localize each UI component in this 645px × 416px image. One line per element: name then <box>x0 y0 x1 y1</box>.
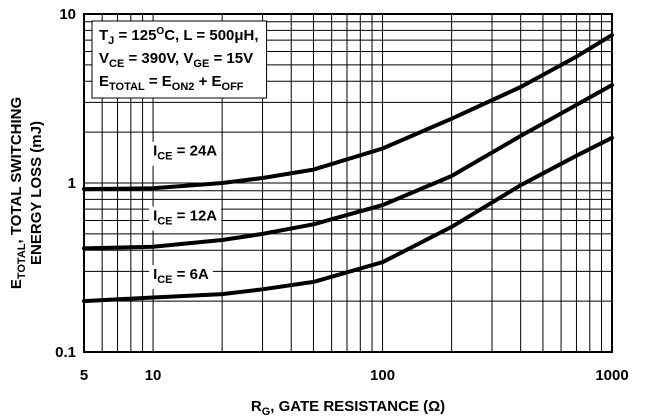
series-labels: ICE = 24A ICE = 12A ICE = 6A <box>149 141 222 290</box>
condition-line-3: ETOTAL​ = EON2​ + EOFF​ <box>99 73 244 93</box>
condition-line-1: TJ​ = 125O​C, L = 500μH, <box>99 26 259 47</box>
x-tick-label: 10 <box>145 367 162 384</box>
y-tick-label: 0.1 <box>55 344 76 361</box>
conditions-box: TJ​ = 125O​C, L = 500μH, VCE​ = 390V, VGE… <box>91 20 268 99</box>
series-line-1 <box>82 33 614 192</box>
series-label-2: ICE = 12A <box>149 206 222 231</box>
curves <box>82 33 614 304</box>
series-label-3: ICE = 6A <box>149 265 213 290</box>
x-axis-title: RG, GATE RESISTANCE (Ω) <box>251 398 445 416</box>
y-tick-label: 10 <box>59 6 76 23</box>
series-label-text: ICE = 24A <box>153 143 217 163</box>
series-label-bg <box>149 265 213 290</box>
series-label-1: ICE = 24A <box>149 141 222 166</box>
series-line-3 <box>82 135 614 304</box>
x-tick-label: 100 <box>370 367 395 384</box>
conditions-bg <box>91 20 268 99</box>
x-tick-label: 1000 <box>595 367 628 384</box>
plot-frame <box>83 13 613 353</box>
series-label-bg <box>149 141 222 166</box>
axis-titles: RG, GATE RESISTANCE (Ω) ETOTAL, TOTAL SWI… <box>8 97 445 416</box>
y-axis-title-line2: ENERGY LOSS (mJ) <box>28 121 45 265</box>
y-tick-label: 1 <box>68 175 76 192</box>
condition-line-2: VCE​ = 390V, VGE​ = 15V <box>99 50 253 70</box>
series-label-text: ICE = 6A <box>153 266 209 286</box>
series-label-bg <box>149 206 222 231</box>
series-line-2 <box>82 83 614 251</box>
tick-labels: 5 10 100 1000 0.1 1 10 <box>55 6 629 384</box>
series-label-text: ICE = 12A <box>153 207 217 227</box>
y-axis-title-line1: ETOTAL, TOTAL SWITCHING <box>8 97 28 289</box>
x-tick-label: 5 <box>80 367 88 384</box>
